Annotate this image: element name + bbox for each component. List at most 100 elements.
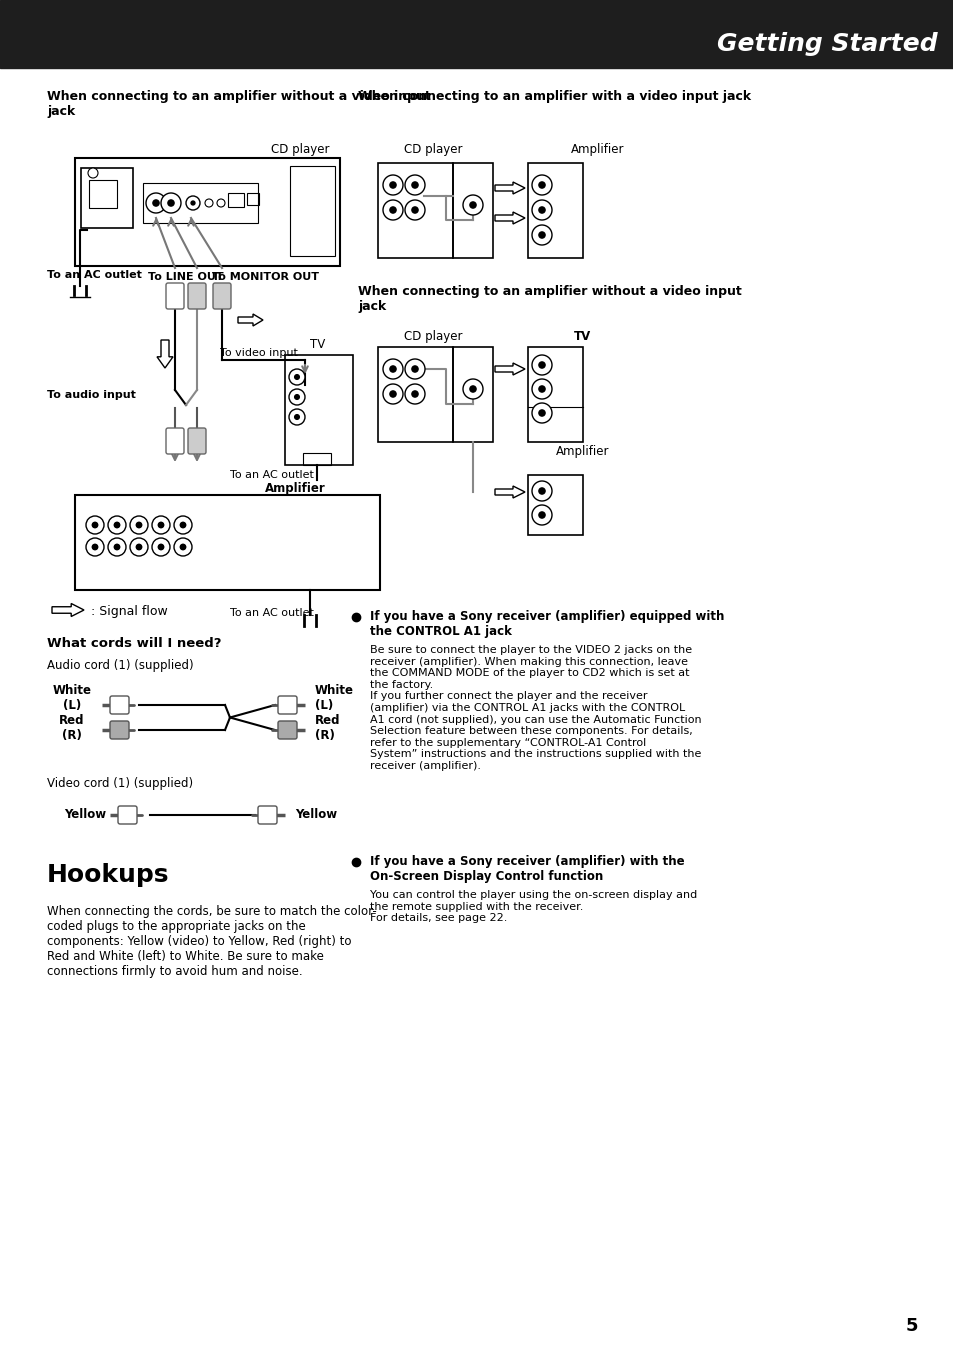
Bar xyxy=(527,476,582,535)
Text: Hookups: Hookups xyxy=(47,863,170,888)
Circle shape xyxy=(389,365,396,373)
Circle shape xyxy=(108,516,126,534)
Circle shape xyxy=(469,201,476,209)
Bar xyxy=(527,163,582,258)
Text: TV: TV xyxy=(574,330,591,343)
Bar xyxy=(75,494,379,590)
Text: Getting Started: Getting Started xyxy=(717,32,937,55)
Circle shape xyxy=(113,543,120,550)
Circle shape xyxy=(135,521,142,528)
Text: If you have a Sony receiver (amplifier) with the
On-Screen Display Control funct: If you have a Sony receiver (amplifier) … xyxy=(370,855,684,884)
FancyBboxPatch shape xyxy=(277,721,296,739)
Bar xyxy=(377,163,453,258)
Bar xyxy=(75,158,339,266)
Circle shape xyxy=(532,200,552,220)
Circle shape xyxy=(532,505,552,526)
Circle shape xyxy=(532,481,552,501)
Circle shape xyxy=(532,226,552,245)
Circle shape xyxy=(289,369,305,385)
Bar xyxy=(247,193,258,205)
Text: To an AC outlet: To an AC outlet xyxy=(47,270,142,280)
Text: Amplifier: Amplifier xyxy=(571,143,624,155)
Circle shape xyxy=(86,538,104,557)
Circle shape xyxy=(86,516,104,534)
Circle shape xyxy=(157,521,164,528)
Circle shape xyxy=(537,361,545,369)
FancyArrow shape xyxy=(157,340,172,367)
Circle shape xyxy=(411,207,418,213)
FancyBboxPatch shape xyxy=(166,282,184,309)
FancyArrow shape xyxy=(495,363,524,376)
Text: CD player: CD player xyxy=(272,143,330,155)
Text: When connecting to an amplifier without a video input
jack: When connecting to an amplifier without … xyxy=(357,285,741,313)
Text: To an AC outlet: To an AC outlet xyxy=(230,608,314,617)
Circle shape xyxy=(152,199,160,207)
Circle shape xyxy=(411,390,418,397)
FancyBboxPatch shape xyxy=(188,282,206,309)
Circle shape xyxy=(532,380,552,399)
Bar xyxy=(0,0,953,68)
Circle shape xyxy=(389,181,396,189)
Text: CD player: CD player xyxy=(403,143,462,155)
Circle shape xyxy=(161,193,181,213)
Circle shape xyxy=(532,355,552,376)
FancyArrow shape xyxy=(495,182,524,195)
Text: Yellow: Yellow xyxy=(64,808,106,821)
Circle shape xyxy=(130,516,148,534)
Text: When connecting to an amplifier without a video input
jack: When connecting to an amplifier without … xyxy=(47,91,431,118)
Circle shape xyxy=(205,199,213,207)
Circle shape xyxy=(294,374,300,380)
Text: When connecting the cords, be sure to match the color-
coded plugs to the approp: When connecting the cords, be sure to ma… xyxy=(47,905,376,978)
FancyArrow shape xyxy=(237,313,263,326)
Text: To video input: To video input xyxy=(220,349,297,358)
FancyBboxPatch shape xyxy=(110,696,129,713)
FancyArrow shape xyxy=(495,212,524,224)
Circle shape xyxy=(88,168,98,178)
Bar xyxy=(527,347,582,442)
Bar xyxy=(89,180,117,208)
Text: Amplifier: Amplifier xyxy=(265,482,325,494)
Circle shape xyxy=(537,409,545,417)
Circle shape xyxy=(179,521,186,528)
FancyBboxPatch shape xyxy=(277,696,296,713)
FancyBboxPatch shape xyxy=(166,428,184,454)
Circle shape xyxy=(216,199,225,207)
Circle shape xyxy=(382,359,402,380)
Bar xyxy=(453,347,493,442)
Circle shape xyxy=(179,543,186,550)
Circle shape xyxy=(405,176,424,195)
Circle shape xyxy=(389,390,396,397)
Circle shape xyxy=(152,538,170,557)
Circle shape xyxy=(532,403,552,423)
Bar xyxy=(81,168,132,228)
Circle shape xyxy=(113,521,120,528)
Text: Red
(R): Red (R) xyxy=(314,713,340,742)
Text: Red
(R): Red (R) xyxy=(59,713,85,742)
Text: Be sure to connect the player to the VIDEO 2 jacks on the
receiver (amplifier). : Be sure to connect the player to the VID… xyxy=(370,644,700,771)
Circle shape xyxy=(405,359,424,380)
Circle shape xyxy=(537,385,545,393)
Text: To audio input: To audio input xyxy=(47,390,135,400)
FancyBboxPatch shape xyxy=(118,807,137,824)
Bar xyxy=(285,355,353,465)
Circle shape xyxy=(152,516,170,534)
Circle shape xyxy=(537,488,545,494)
Circle shape xyxy=(537,511,545,519)
Text: When connecting to an amplifier with a video input jack: When connecting to an amplifier with a v… xyxy=(357,91,750,103)
Text: Video cord (1) (supplied): Video cord (1) (supplied) xyxy=(47,777,193,790)
Bar xyxy=(453,163,493,258)
Circle shape xyxy=(411,181,418,189)
FancyBboxPatch shape xyxy=(257,807,276,824)
Circle shape xyxy=(157,543,164,550)
Bar xyxy=(290,166,335,255)
Circle shape xyxy=(108,538,126,557)
FancyBboxPatch shape xyxy=(213,282,231,309)
FancyArrow shape xyxy=(495,486,524,499)
Text: White
(L): White (L) xyxy=(314,684,354,712)
Circle shape xyxy=(537,181,545,189)
FancyArrow shape xyxy=(52,604,84,616)
Text: You can control the player using the on-screen display and
the remote supplied w: You can control the player using the on-… xyxy=(370,890,697,923)
Circle shape xyxy=(462,380,482,399)
Bar xyxy=(377,347,453,442)
Circle shape xyxy=(382,176,402,195)
